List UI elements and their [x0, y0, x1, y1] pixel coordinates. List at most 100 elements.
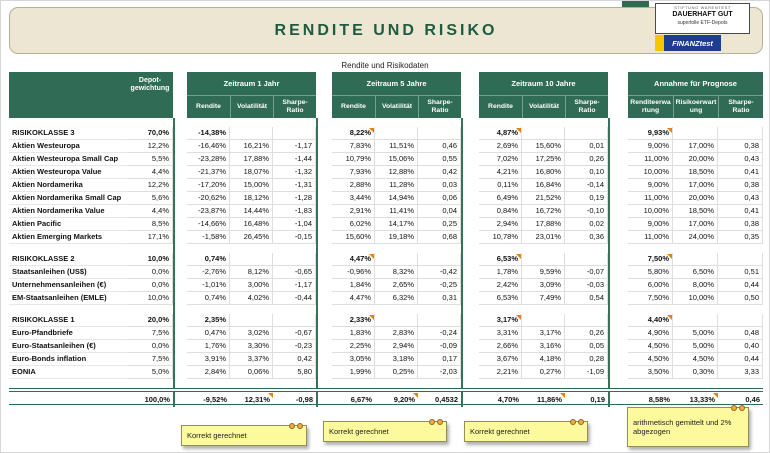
- value-cell[interactable]: 0,50: [718, 292, 763, 305]
- value-cell[interactable]: 17,00%: [673, 218, 718, 231]
- value-cell[interactable]: 2,83%: [375, 327, 418, 340]
- comment-note[interactable]: Korrekt gerechnet: [181, 423, 307, 446]
- value-cell[interactable]: 4,18%: [522, 353, 565, 366]
- value-cell[interactable]: 4,40%: [628, 314, 673, 327]
- value-cell[interactable]: 7,49%: [522, 292, 565, 305]
- value-cell[interactable]: 10,79%: [332, 153, 375, 166]
- header-col-rendite[interactable]: Rendite: [341, 103, 366, 111]
- value-cell[interactable]: 19,18%: [375, 231, 418, 244]
- value-cell[interactable]: 5,0%: [127, 366, 173, 379]
- value-cell[interactable]: 4,47%: [332, 253, 375, 266]
- value-cell[interactable]: 8,12%: [230, 266, 273, 279]
- value-cell[interactable]: 5,80: [273, 366, 316, 379]
- value-cell[interactable]: 10,0%: [127, 253, 173, 266]
- value-cell[interactable]: 8,00%: [673, 279, 718, 292]
- value-cell[interactable]: 0,0%: [127, 340, 173, 353]
- row-label-cell[interactable]: Aktien Westeuropa Small Cap: [9, 153, 127, 166]
- value-cell[interactable]: 5,80%: [628, 266, 673, 279]
- value-cell[interactable]: 17,00%: [673, 140, 718, 153]
- value-cell[interactable]: 11,28%: [375, 179, 418, 192]
- value-cell[interactable]: 2,91%: [332, 205, 375, 218]
- value-cell[interactable]: 0,10: [565, 166, 608, 179]
- value-cell[interactable]: [673, 253, 718, 266]
- value-cell[interactable]: 5,5%: [127, 153, 173, 166]
- header-col-volatilitaet[interactable]: Volatilität: [230, 96, 273, 118]
- value-cell[interactable]: 0,0%: [127, 266, 173, 279]
- value-cell[interactable]: 16,80%: [522, 166, 565, 179]
- value-cell[interactable]: 4,70%: [497, 395, 519, 404]
- row-label-cell[interactable]: Unternehmensanleihen (€): [9, 279, 127, 292]
- value-cell[interactable]: 0,54: [565, 292, 608, 305]
- value-cell[interactable]: 5,6%: [127, 192, 173, 205]
- value-cell[interactable]: -0,24: [418, 327, 461, 340]
- group-title[interactable]: Zeitraum 1 Jahr: [223, 79, 280, 88]
- header-depot-weighting[interactable]: Depot-gewichtung: [127, 72, 173, 118]
- value-cell[interactable]: 70,0%: [127, 127, 173, 140]
- value-cell[interactable]: [230, 127, 273, 140]
- value-cell[interactable]: [522, 314, 565, 327]
- value-cell[interactable]: 3,37%: [230, 353, 273, 366]
- value-cell[interactable]: 11,00%: [628, 192, 673, 205]
- value-cell[interactable]: 2,33%: [332, 314, 375, 327]
- value-cell[interactable]: 5,00%: [673, 340, 718, 353]
- value-cell[interactable]: -1,83: [273, 205, 316, 218]
- value-cell[interactable]: [418, 253, 461, 266]
- value-cell[interactable]: 0,44: [718, 353, 763, 366]
- value-cell[interactable]: 3,09%: [522, 279, 565, 292]
- value-cell[interactable]: 0,42: [418, 166, 461, 179]
- value-cell[interactable]: [375, 314, 418, 327]
- value-cell[interactable]: 6,00%: [628, 279, 673, 292]
- value-cell[interactable]: 0,19: [590, 395, 605, 404]
- value-cell[interactable]: 10,0%: [127, 292, 173, 305]
- value-cell[interactable]: -1,31: [273, 179, 316, 192]
- value-cell[interactable]: 6,32%: [375, 292, 418, 305]
- row-label-cell[interactable]: Euro-Staatsanleihen (€): [9, 340, 127, 353]
- value-cell[interactable]: 14,17%: [375, 218, 418, 231]
- value-cell[interactable]: 4,50%: [628, 340, 673, 353]
- value-cell[interactable]: 0,30%: [673, 366, 718, 379]
- header-col-risikoerwartung[interactable]: Risikoerwartung: [673, 96, 718, 118]
- value-cell[interactable]: 1,78%: [479, 266, 522, 279]
- value-cell[interactable]: 6,49%: [479, 192, 522, 205]
- value-cell[interactable]: 0,38: [718, 179, 763, 192]
- value-cell[interactable]: [565, 127, 608, 140]
- value-cell[interactable]: 0,38: [718, 140, 763, 153]
- value-cell[interactable]: 12,2%: [127, 179, 173, 192]
- value-cell[interactable]: 3,44%: [332, 192, 375, 205]
- value-cell[interactable]: -1,09: [565, 366, 608, 379]
- value-cell[interactable]: 0,42: [273, 353, 316, 366]
- value-cell[interactable]: 0,28: [565, 353, 608, 366]
- value-cell[interactable]: 12,2%: [127, 140, 173, 153]
- comment-note[interactable]: arithmetisch gemittelt und 2% abgezogen: [627, 405, 749, 447]
- value-cell[interactable]: -1,01%: [187, 279, 230, 292]
- value-cell[interactable]: [565, 253, 608, 266]
- value-cell[interactable]: 3,67%: [479, 353, 522, 366]
- value-cell[interactable]: 3,30%: [230, 340, 273, 353]
- row-label-cell[interactable]: [9, 392, 127, 407]
- value-cell[interactable]: -0,25: [418, 279, 461, 292]
- value-cell[interactable]: -0,10: [565, 205, 608, 218]
- value-cell[interactable]: -0,15: [273, 231, 316, 244]
- value-cell[interactable]: 16,48%: [230, 218, 273, 231]
- value-cell[interactable]: 0,4532: [435, 395, 458, 404]
- value-cell[interactable]: [718, 127, 763, 140]
- value-cell[interactable]: -21,37%: [187, 166, 230, 179]
- value-cell[interactable]: 0,26: [565, 327, 608, 340]
- value-cell[interactable]: 4,50%: [673, 353, 718, 366]
- value-cell[interactable]: 10,00%: [673, 292, 718, 305]
- row-label-cell[interactable]: EM-Staatsanleihen (EMLE): [9, 292, 127, 305]
- row-label-cell[interactable]: Aktien Emerging Markets: [9, 231, 127, 244]
- value-cell[interactable]: 24,00%: [673, 231, 718, 244]
- value-cell[interactable]: 4,02%: [230, 292, 273, 305]
- value-cell[interactable]: 13,33%: [673, 392, 718, 407]
- value-cell[interactable]: 4,87%: [479, 127, 522, 140]
- value-cell[interactable]: 0,41: [718, 205, 763, 218]
- header-col-sharpe[interactable]: Sharpe-Ratio: [565, 96, 608, 118]
- value-cell[interactable]: [565, 314, 608, 327]
- value-cell[interactable]: 7,50%: [628, 253, 673, 266]
- value-cell[interactable]: -1,32: [273, 166, 316, 179]
- value-cell[interactable]: 0,55: [418, 153, 461, 166]
- value-cell[interactable]: 0,06%: [230, 366, 273, 379]
- header-col-rendite[interactable]: Rendite: [196, 103, 221, 111]
- value-cell[interactable]: 3,91%: [187, 353, 230, 366]
